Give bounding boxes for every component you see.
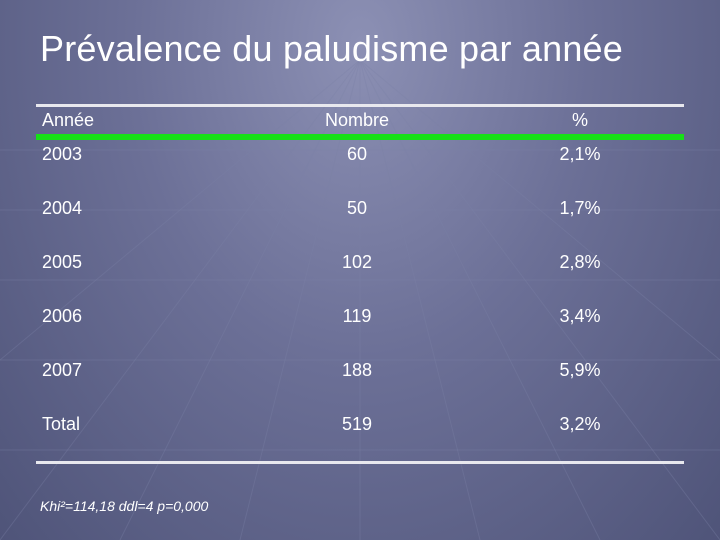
table-top-rule — [36, 104, 684, 107]
cell-count: 102 — [341, 252, 373, 272]
cell-percent: 2,8% — [559, 252, 601, 272]
cell-count: 60 — [346, 144, 368, 164]
cell-year: 2006 — [42, 306, 83, 326]
header-nombre: Nombre — [324, 110, 390, 130]
cell-count: 119 — [342, 306, 372, 326]
cell-year: Total — [42, 414, 81, 434]
cell-year: 2004 — [42, 198, 83, 218]
cell-percent: 3,4% — [559, 306, 601, 326]
slide-title: Prévalence du paludisme par année — [40, 28, 623, 69]
cell-percent: 3,2% — [559, 414, 601, 434]
header-annee: Année — [42, 110, 95, 130]
statistics-footnote: Khi²=114,18 ddl=4 p=0,000 — [40, 498, 209, 514]
table-bottom-rule — [36, 461, 684, 464]
cell-year: 2005 — [42, 252, 83, 272]
cell-year: 2003 — [42, 144, 83, 164]
cell-year: 2007 — [42, 360, 83, 380]
header-underline — [36, 134, 684, 140]
cell-count: 188 — [341, 360, 373, 380]
header-percent: % — [571, 110, 588, 130]
cell-count: 50 — [346, 198, 368, 218]
cell-percent: 1,7% — [559, 198, 601, 218]
cell-count: 519 — [341, 414, 373, 434]
cell-percent: 2,1% — [559, 144, 601, 164]
cell-percent: 5,9% — [559, 360, 601, 380]
